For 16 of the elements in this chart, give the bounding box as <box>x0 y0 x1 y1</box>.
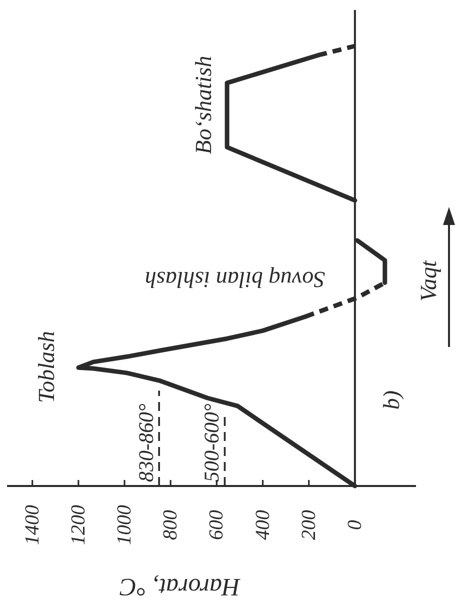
x-tick-label: 600 <box>206 510 228 540</box>
annotation: Bo‘shatish <box>190 56 216 154</box>
x-tick-label: 1200 <box>67 505 90 545</box>
x-tick-label: 200 <box>298 510 320 540</box>
annotation: b) <box>378 390 404 410</box>
annotation: 830-860° <box>134 403 158 482</box>
x-tick-label: 0 <box>344 520 366 530</box>
annotation: Sovuq bilan ishlash <box>144 268 326 292</box>
x-tick-label: 1000 <box>114 505 136 545</box>
x-tick-label: 1400 <box>21 505 44 545</box>
annotation: Toblash <box>34 330 58 404</box>
x-tick-label: 800 <box>160 510 182 540</box>
annotation: 500-600° <box>200 403 224 482</box>
x-axis-title: Harorat, °C <box>120 574 242 600</box>
y-axis-title: Vaqt <box>416 260 440 302</box>
x-tick-label: 400 <box>252 510 274 540</box>
